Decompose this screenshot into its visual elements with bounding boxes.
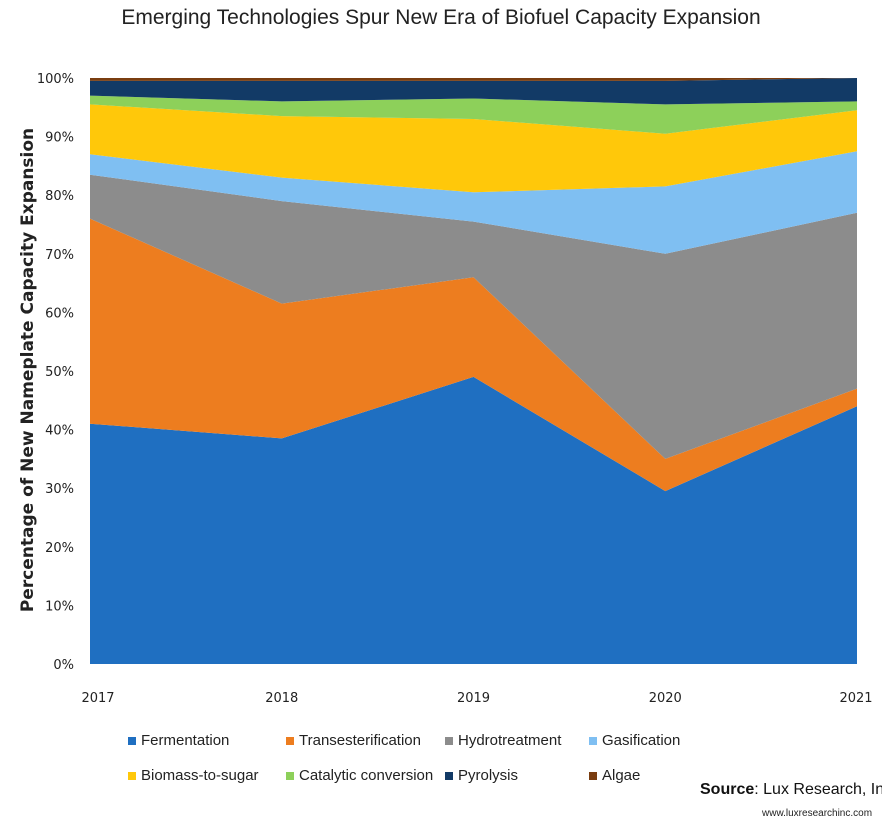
legend-label: Algae — [602, 767, 641, 784]
area-algae — [90, 78, 857, 81]
y-tick-label: 100% — [37, 72, 74, 87]
y-tick-label: 60% — [45, 306, 74, 321]
legend-swatch — [128, 736, 136, 745]
legend-item-hydrotreatment: Hydrotreatment — [445, 732, 561, 749]
source-url: www.luxresearchinc.com — [762, 808, 873, 819]
source-text: : Lux Research, Inc — [754, 781, 882, 798]
x-tick-label: 2021 — [839, 691, 872, 706]
source-label: Source — [700, 781, 755, 798]
legend-label: Pyrolysis — [458, 767, 519, 784]
x-tick-label: 2018 — [265, 691, 298, 706]
legend-label: Hydrotreatment — [458, 732, 562, 749]
legend-item-gasification: Gasification — [589, 732, 680, 749]
legend-item-catalytic-conversion: Catalytic conversion — [286, 767, 433, 784]
y-tick-label: 90% — [45, 131, 74, 146]
legend-label: Gasification — [602, 732, 681, 749]
y-tick-label: 40% — [45, 424, 74, 439]
source-credit: Source: Lux Research, Inc — [700, 781, 882, 799]
area-transesterification — [90, 218, 857, 492]
y-tick-label: 10% — [45, 599, 74, 614]
legend-swatch — [589, 771, 597, 780]
x-tick-labels: 2017 2018 2019 2020 2021 — [81, 691, 872, 706]
area-hydrotreatment — [90, 174, 857, 459]
area-gasification — [90, 151, 857, 254]
area-catalytic-conversion — [90, 95, 857, 134]
area-layers — [90, 78, 857, 664]
chart-title: Emerging Technologies Spur New Era of Bi… — [121, 6, 761, 29]
legend-label: Transesterification — [299, 732, 421, 749]
legend-item-pyrolysis: Pyrolysis — [445, 767, 518, 784]
area-pyrolysis — [90, 78, 857, 105]
area-fermentation — [90, 376, 857, 664]
legend-item-algae: Algae — [589, 767, 640, 784]
legend-swatch — [286, 771, 294, 780]
x-tick-label: 2020 — [649, 691, 682, 706]
legend-swatch — [445, 736, 453, 745]
legend-label: Biomass-to-sugar — [141, 767, 259, 784]
x-tick-label: 2019 — [457, 691, 490, 706]
legend-item-fermentation: Fermentation — [128, 732, 229, 749]
y-tick-label: 30% — [45, 482, 74, 497]
y-tick-label: 0% — [53, 658, 74, 673]
legend-swatch — [286, 736, 294, 745]
legend-item-biomass-to-sugar: Biomass-to-sugar — [128, 767, 259, 784]
y-tick-label: 70% — [45, 248, 74, 263]
legend-label: Catalytic conversion — [299, 767, 434, 784]
legend-swatch — [128, 771, 136, 780]
legend-label: Fermentation — [141, 732, 230, 749]
y-tick-label: 80% — [45, 189, 74, 204]
legend-item-transesterification: Transesterification — [286, 732, 421, 749]
y-tick-labels: 0% 10% 20% 30% 40% 50% 60% 70% 80% 90% 100% — [37, 72, 74, 673]
x-tick-label: 2017 — [81, 691, 114, 706]
legend-swatch — [589, 736, 597, 745]
y-tick-label: 50% — [45, 365, 74, 380]
y-tick-label: 20% — [45, 541, 74, 556]
area-biomass-to-sugar — [90, 104, 857, 193]
legend-swatch — [445, 771, 453, 780]
